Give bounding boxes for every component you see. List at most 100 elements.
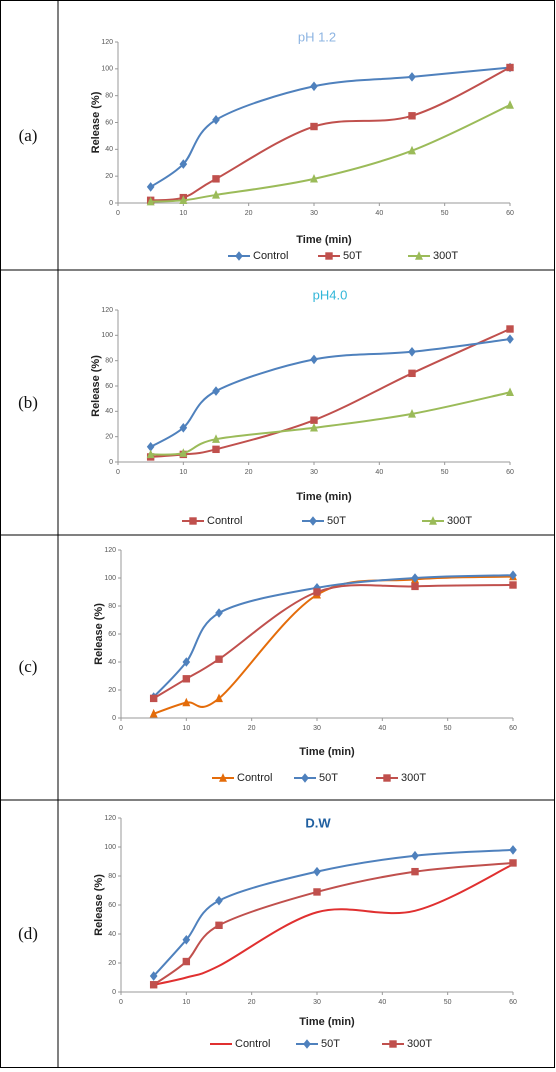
x-tick-label: 30 xyxy=(313,725,321,732)
series-line xyxy=(153,863,514,986)
marker xyxy=(182,957,191,966)
y-tick-label: 40 xyxy=(105,408,113,415)
marker xyxy=(146,196,155,206)
legend-label: 50T xyxy=(343,250,362,262)
marker xyxy=(146,449,155,459)
legend-label: 300T xyxy=(407,1038,432,1050)
y-axis-label: Release (%) xyxy=(93,874,105,936)
x-tick-label: 40 xyxy=(375,469,383,476)
marker xyxy=(212,386,220,396)
marker xyxy=(408,369,416,378)
x-tick-label: 20 xyxy=(248,999,256,1006)
series-line xyxy=(150,104,511,203)
marker xyxy=(149,694,158,703)
x-tick-label: 10 xyxy=(182,725,190,732)
y-tick-label: 0 xyxy=(112,989,116,996)
marker xyxy=(313,588,321,596)
marker xyxy=(149,981,158,989)
marker xyxy=(212,115,220,125)
legend-label: Control xyxy=(237,772,272,784)
y-tick-label: 20 xyxy=(108,687,116,694)
x-tick-label: 0 xyxy=(119,725,123,732)
panel-label: (d) xyxy=(18,924,38,943)
x-tick-label: 0 xyxy=(116,210,120,217)
legend-marker xyxy=(389,1040,397,1048)
y-tick-label: 20 xyxy=(105,434,113,441)
x-axis-label: Time (min) xyxy=(299,1016,355,1028)
marker xyxy=(179,159,188,169)
marker xyxy=(182,697,191,707)
x-tick-label: 10 xyxy=(179,469,187,476)
y-tick-label: 80 xyxy=(105,93,113,100)
panel-label: (a) xyxy=(19,126,38,145)
y-tick-label: 120 xyxy=(104,547,116,554)
y-tick-label: 100 xyxy=(101,66,113,73)
x-tick-label: 0 xyxy=(119,999,123,1006)
y-tick-label: 120 xyxy=(104,815,116,822)
y-tick-label: 100 xyxy=(104,575,116,582)
series-line xyxy=(150,66,511,202)
marker xyxy=(179,195,188,205)
y-tick-label: 60 xyxy=(108,631,116,638)
x-tick-label: 40 xyxy=(375,210,383,217)
marker xyxy=(310,122,318,131)
series-line xyxy=(153,584,514,700)
x-tick-label: 30 xyxy=(310,210,318,217)
marker xyxy=(179,448,188,457)
legend-label: Control xyxy=(253,250,288,262)
marker xyxy=(509,581,517,589)
marker xyxy=(411,850,419,861)
x-tick-label: 60 xyxy=(506,469,514,476)
y-tick-label: 20 xyxy=(108,960,116,967)
legend-marker xyxy=(383,774,391,782)
marker xyxy=(411,867,419,876)
x-tick-label: 50 xyxy=(444,999,452,1006)
marker xyxy=(182,934,191,945)
x-tick-label: 40 xyxy=(378,999,386,1006)
y-axis-label: Release (%) xyxy=(93,603,105,665)
series-line xyxy=(150,328,511,458)
legend-marker xyxy=(303,1039,311,1049)
y-tick-label: 40 xyxy=(105,146,113,153)
y-axis-label: Release (%) xyxy=(90,355,102,417)
x-tick-label: 30 xyxy=(310,469,318,476)
marker xyxy=(408,346,416,357)
marker xyxy=(212,190,220,199)
series-line xyxy=(150,391,511,456)
series-line xyxy=(150,66,511,188)
x-tick-label: 20 xyxy=(245,210,253,217)
x-tick-label: 60 xyxy=(509,725,517,732)
marker xyxy=(509,859,517,867)
marker xyxy=(212,434,220,443)
marker xyxy=(215,921,223,929)
legend-marker xyxy=(325,252,333,260)
legend-label: 50T xyxy=(321,1038,340,1050)
y-axis-label: Release (%) xyxy=(90,91,102,153)
series-line xyxy=(150,338,511,448)
series-line xyxy=(152,848,514,977)
legend-label: 50T xyxy=(327,515,346,527)
y-tick-label: 60 xyxy=(108,902,116,909)
y-tick-label: 40 xyxy=(108,659,116,666)
x-tick-label: 50 xyxy=(444,725,452,732)
y-tick-label: 80 xyxy=(105,358,113,365)
panel-label: (b) xyxy=(18,393,38,412)
legend-label: Control xyxy=(207,515,242,527)
x-axis-label: Time (min) xyxy=(299,746,355,758)
marker xyxy=(509,845,517,855)
legend-label: 50T xyxy=(319,772,338,784)
marker xyxy=(215,895,223,906)
marker xyxy=(408,72,416,82)
x-tick-label: 60 xyxy=(509,999,517,1006)
y-tick-label: 120 xyxy=(101,39,113,46)
panel-label: (c) xyxy=(19,657,38,676)
y-tick-label: 60 xyxy=(105,119,113,126)
y-tick-label: 120 xyxy=(101,307,113,314)
legend-marker xyxy=(415,251,423,260)
y-tick-label: 100 xyxy=(104,844,116,851)
marker xyxy=(411,582,419,591)
x-axis-label: Time (min) xyxy=(296,234,352,246)
legend-label: Control xyxy=(235,1038,270,1050)
marker xyxy=(146,182,155,192)
